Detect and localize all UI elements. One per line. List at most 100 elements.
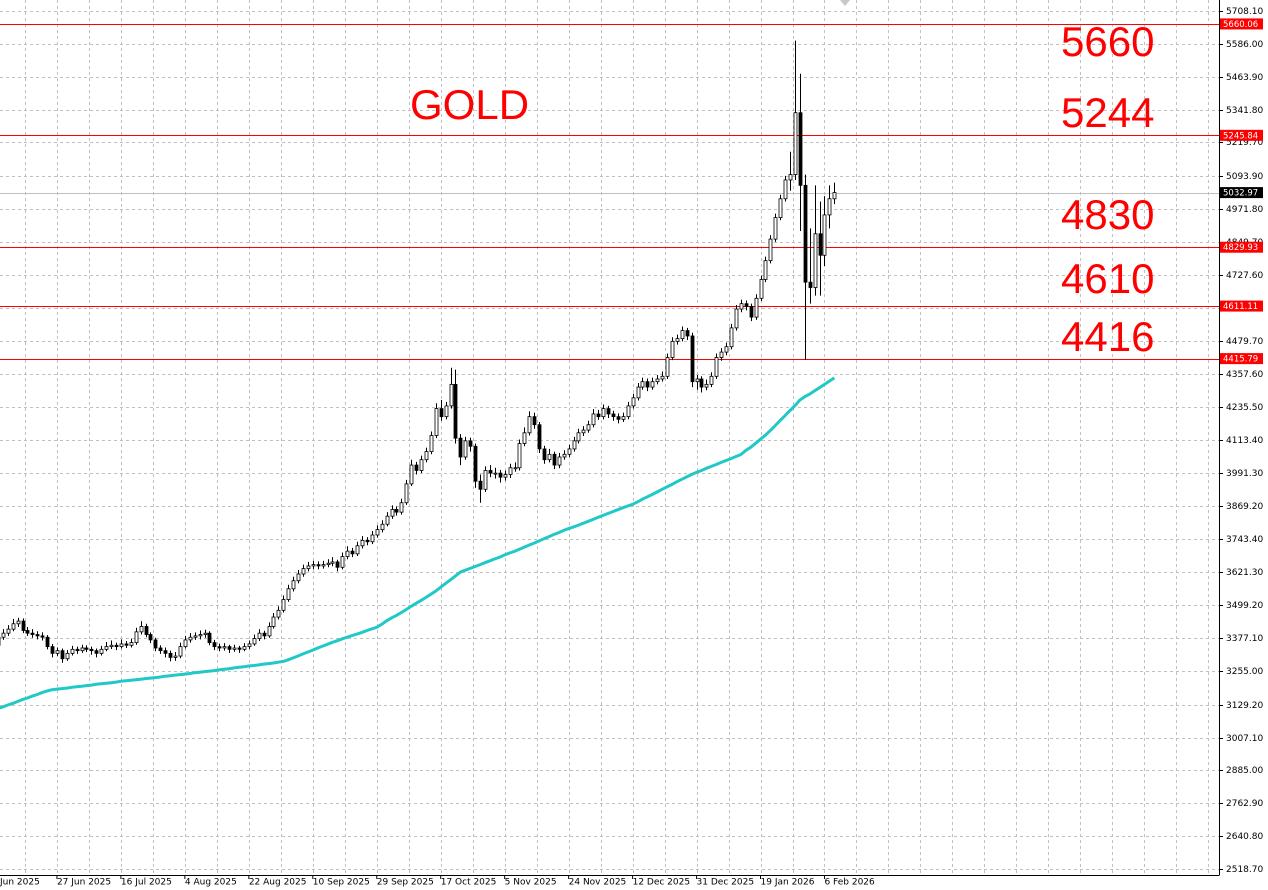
candle-body — [380, 523, 385, 531]
candle-body — [50, 646, 55, 654]
candle-body — [734, 308, 739, 329]
candle-body — [144, 626, 149, 635]
y-tick-label: 5586.00 — [1226, 40, 1263, 50]
candle-body — [503, 474, 508, 478]
candle-body — [335, 561, 340, 568]
candle-body — [773, 217, 778, 240]
candle-body — [148, 634, 153, 641]
candle-body — [139, 626, 144, 633]
candle-body — [84, 647, 89, 650]
x-tick-label: 17 Oct 2025 — [441, 878, 497, 888]
candle-body — [134, 631, 139, 643]
candle-body — [581, 429, 586, 434]
candle-body — [822, 214, 827, 256]
candle-body — [517, 443, 522, 469]
x-tick-label: 27 Jun 2025 — [57, 878, 111, 888]
candle-body — [591, 413, 596, 426]
candle-body — [45, 636, 50, 648]
candle-body — [729, 327, 734, 348]
price-label: 5032.97 — [1223, 189, 1258, 199]
candle-body — [724, 346, 729, 353]
y-tick-label: 3499.20 — [1226, 601, 1263, 611]
candle-body — [326, 562, 331, 565]
candle-body — [168, 652, 173, 658]
candle-body — [35, 634, 40, 637]
candle-body — [345, 550, 350, 557]
candle-body — [665, 357, 670, 377]
candle-body — [473, 445, 478, 482]
candle-body — [321, 564, 326, 567]
candle-body — [89, 648, 94, 652]
candle-body — [576, 432, 581, 442]
candle-body — [30, 632, 35, 635]
y-tick-label: 4479.70 — [1226, 337, 1263, 347]
candle-body — [527, 416, 532, 434]
candle-body — [562, 453, 567, 458]
y-tick-label: 4235.50 — [1226, 403, 1263, 413]
candle-body — [257, 632, 262, 639]
candle-body — [198, 634, 203, 637]
x-tick-label: 24 Nov 2025 — [569, 878, 627, 888]
candle-body — [370, 534, 375, 543]
candle-body — [719, 351, 724, 358]
candle-body — [567, 448, 572, 455]
candle-body — [611, 413, 616, 418]
y-tick-label: 3621.30 — [1226, 568, 1263, 578]
candle-body — [296, 573, 301, 582]
candle-body — [645, 381, 650, 388]
moving-average — [0, 376, 836, 710]
candle-body — [311, 564, 316, 567]
candle-body — [714, 357, 719, 377]
annotation: 4610 — [1061, 255, 1154, 302]
level-label-box — [1220, 129, 1263, 141]
candle-body — [547, 453, 552, 461]
candle-body — [522, 432, 527, 444]
y-tick-label: 2885.00 — [1226, 766, 1263, 776]
y-tick-label: 2762.90 — [1226, 799, 1263, 809]
candle-body — [394, 509, 399, 513]
x-tick-label: 6 Feb 2026 — [824, 878, 875, 888]
candle-body — [153, 639, 158, 649]
candle-body — [439, 408, 444, 418]
level-label: 5245.84 — [1223, 131, 1258, 141]
y-tick-label: 5463.90 — [1226, 73, 1263, 83]
x-tick-label: 31 Dec 2025 — [697, 878, 755, 888]
candle-body — [488, 470, 493, 474]
candle-body — [631, 397, 636, 407]
candle-body — [749, 305, 754, 318]
candle-body — [1, 632, 6, 638]
candle-body — [207, 632, 212, 643]
annotation: 4830 — [1061, 191, 1154, 238]
candle-body — [493, 472, 498, 475]
candle-body — [542, 448, 547, 461]
candle-body — [242, 646, 247, 650]
annotation: 5660 — [1061, 18, 1154, 65]
candle-body — [709, 375, 714, 385]
candle-body — [739, 303, 744, 310]
candle-body — [754, 297, 759, 318]
candle-body — [463, 440, 468, 458]
candle-body — [237, 647, 242, 650]
candle-body — [212, 642, 217, 648]
y-tick-label: 2640.80 — [1226, 832, 1263, 842]
candle-body — [60, 650, 65, 660]
y-tick-label: 3991.30 — [1226, 469, 1263, 479]
candle-body — [449, 383, 454, 407]
candle-body — [193, 635, 198, 638]
x-tick-label: 10 Sep 2025 — [313, 878, 370, 888]
candle-body — [803, 184, 808, 283]
y-tick-label: 4357.60 — [1226, 370, 1263, 380]
candle-body — [601, 408, 606, 418]
candle-body — [586, 424, 591, 431]
candle-body — [788, 174, 793, 181]
candle-body — [783, 179, 788, 200]
y-tick-label: 3377.10 — [1226, 634, 1263, 644]
candle-body — [114, 644, 119, 648]
candle-body — [508, 467, 513, 475]
candle-body — [40, 635, 45, 638]
level-label-box — [1220, 353, 1263, 365]
candle-body — [596, 413, 601, 418]
candle-body — [532, 416, 537, 426]
